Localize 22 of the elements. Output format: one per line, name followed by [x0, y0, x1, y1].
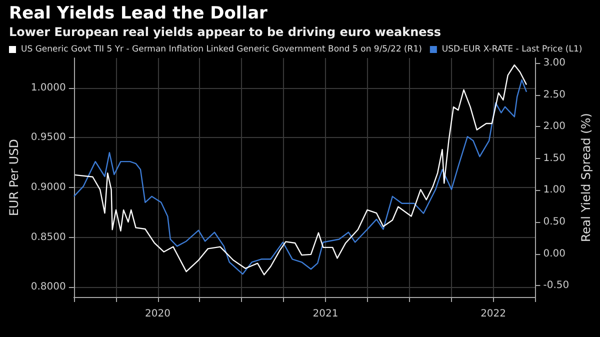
y2-tick-label: 0.50 — [543, 216, 566, 228]
y2-tick-label: 2.00 — [543, 121, 566, 132]
chart-subtitle: Lower European real yields appear to be driving euro weakness — [9, 25, 442, 39]
x-tick-label: 2020 — [145, 308, 170, 320]
y-tick-label: 0.8000 — [30, 282, 66, 293]
y2-tick-label: 1.00 — [543, 184, 566, 196]
y-tick-label: 1.0000 — [30, 82, 66, 94]
y-axis-title: EUR Per USD — [7, 138, 21, 216]
x-tick-label: 2022 — [480, 308, 506, 320]
legend-label: US Generic Govt TII 5 Yr - German Inflation Linked Generic Government Bond 5 on 9/5/22 (R1) — [21, 44, 422, 54]
chart-title: Real Yields Lead the Dollar — [9, 4, 268, 24]
y2-tick-label: 3.00 — [543, 58, 566, 69]
y-tick-label: 0.9500 — [30, 132, 66, 144]
y2-tick-label: 2.50 — [543, 89, 566, 100]
y2-tick-label: 0.00 — [543, 248, 566, 260]
y2-tick-label: 1.50 — [543, 152, 566, 164]
y2-axis-title: Real Yield Spread (%) — [579, 113, 593, 242]
y2-tick-label: -0.50 — [543, 280, 570, 292]
y-tick-label: 0.8500 — [30, 232, 66, 243]
x-tick-label: 2021 — [312, 308, 338, 320]
legend-label: USD-EUR X-RATE - Last Price (L1) — [442, 44, 582, 54]
y-tick-label: 0.9000 — [30, 182, 66, 193]
